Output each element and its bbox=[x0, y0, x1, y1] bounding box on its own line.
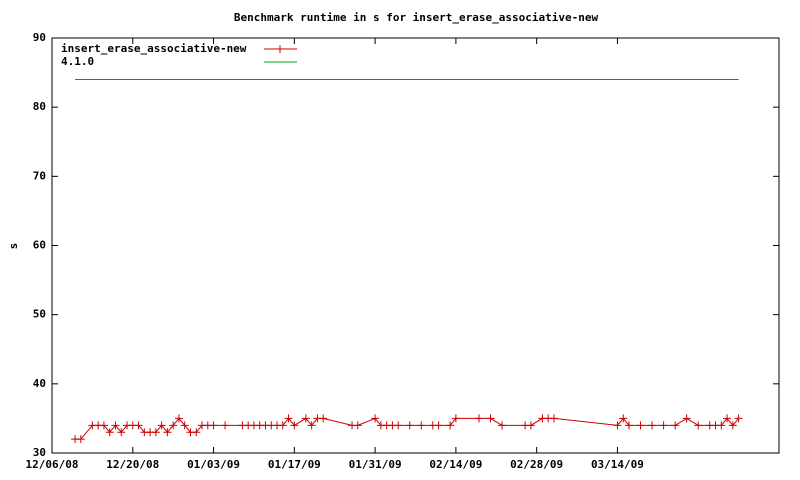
point-marker bbox=[353, 421, 362, 430]
point-marker bbox=[301, 414, 310, 423]
x-tick-label: 02/14/09 bbox=[429, 458, 482, 471]
point-marker bbox=[134, 421, 143, 430]
y-tick-label: 50 bbox=[33, 308, 46, 321]
point-marker bbox=[613, 421, 622, 430]
x-tick-label: 01/17/09 bbox=[268, 458, 321, 471]
x-tick-label: 02/28/09 bbox=[510, 458, 563, 471]
point-marker bbox=[163, 428, 172, 437]
point-marker bbox=[117, 428, 126, 437]
point-marker bbox=[405, 421, 414, 430]
y-tick-label: 70 bbox=[33, 169, 46, 182]
point-marker bbox=[734, 414, 743, 423]
point-marker bbox=[659, 421, 668, 430]
plot-frame bbox=[51, 37, 780, 454]
point-marker bbox=[174, 414, 183, 423]
point-marker bbox=[278, 421, 287, 430]
point-marker bbox=[192, 428, 201, 437]
x-tick-label: 12/20/08 bbox=[106, 458, 159, 471]
point-marker bbox=[319, 414, 328, 423]
point-marker bbox=[371, 414, 380, 423]
point-marker bbox=[417, 421, 426, 430]
point-marker bbox=[99, 421, 108, 430]
point-marker bbox=[648, 421, 657, 430]
point-marker bbox=[394, 421, 403, 430]
y-tick-label: 60 bbox=[33, 239, 46, 252]
point-marker bbox=[671, 421, 680, 430]
legend-label: 4.1.0 bbox=[61, 55, 94, 68]
y-tick-label: 80 bbox=[33, 100, 46, 113]
legend-marker bbox=[276, 45, 284, 53]
chart-title: Benchmark runtime in s for insert_erase_… bbox=[234, 11, 599, 24]
point-marker bbox=[451, 414, 460, 423]
point-marker bbox=[549, 414, 558, 423]
point-marker bbox=[446, 421, 455, 430]
point-marker bbox=[221, 421, 230, 430]
point-marker bbox=[180, 421, 189, 430]
point-marker bbox=[486, 414, 495, 423]
point-marker bbox=[694, 421, 703, 430]
y-axis-label: s bbox=[7, 243, 20, 250]
series-line bbox=[75, 417, 739, 440]
y-tick-label: 90 bbox=[33, 31, 46, 44]
point-marker bbox=[157, 421, 166, 430]
point-marker bbox=[434, 421, 443, 430]
legend-label: insert_erase_associative-new bbox=[61, 42, 247, 55]
x-tick-label: 01/31/09 bbox=[349, 458, 402, 471]
x-tick-label: 12/06/08 bbox=[26, 458, 79, 471]
point-marker bbox=[105, 428, 114, 437]
point-marker bbox=[474, 414, 483, 423]
x-tick-label: 01/03/09 bbox=[187, 458, 240, 471]
point-marker bbox=[636, 421, 645, 430]
point-marker bbox=[76, 435, 85, 444]
point-marker bbox=[624, 421, 633, 430]
point-marker bbox=[290, 421, 299, 430]
point-marker bbox=[498, 421, 507, 430]
point-marker bbox=[619, 414, 628, 423]
point-marker bbox=[209, 421, 218, 430]
point-marker bbox=[284, 414, 293, 423]
y-tick-label: 40 bbox=[33, 377, 46, 390]
point-marker bbox=[307, 421, 316, 430]
x-tick-label: 03/14/09 bbox=[591, 458, 644, 471]
point-marker bbox=[526, 421, 535, 430]
point-marker bbox=[717, 421, 726, 430]
point-marker bbox=[682, 414, 691, 423]
point-marker bbox=[723, 414, 732, 423]
point-marker bbox=[728, 421, 737, 430]
point-marker bbox=[169, 421, 178, 430]
y-tick-label: 30 bbox=[33, 446, 46, 459]
point-marker bbox=[111, 421, 120, 430]
point-marker bbox=[151, 428, 160, 437]
